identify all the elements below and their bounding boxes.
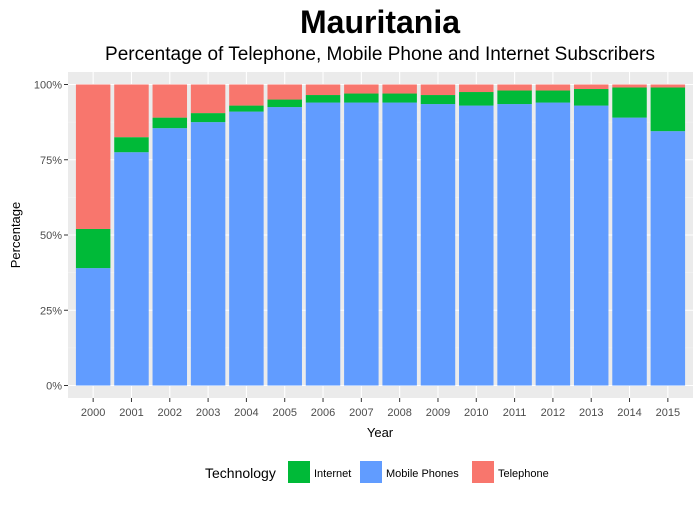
- bar-telephone-2005: [267, 84, 302, 100]
- x-tick-label: 2001: [119, 407, 143, 419]
- x-tick-label: 2004: [234, 407, 258, 419]
- bar-mobile-phones-2007: [344, 102, 379, 386]
- bar-internet-2014: [612, 87, 647, 118]
- bar-internet-2007: [344, 93, 379, 103]
- bar-telephone-2003: [190, 84, 226, 114]
- bar-internet-2013: [573, 89, 609, 106]
- bar-telephone-2008: [382, 84, 417, 94]
- bar-mobile-phones-2000: [75, 268, 111, 386]
- bar-telephone-2002: [152, 84, 188, 118]
- bar-telephone-2013: [573, 84, 609, 90]
- bar-telephone-2015: [650, 84, 686, 88]
- bar-mobile-phones-2006: [305, 102, 341, 386]
- x-tick-label: 2011: [503, 407, 527, 419]
- x-tick-label: 2008: [387, 407, 411, 419]
- bar-internet-2009: [420, 95, 456, 105]
- y-tick-label: 100%: [34, 80, 62, 92]
- bar-telephone-2004: [229, 84, 264, 106]
- bar-internet-2000: [75, 228, 111, 269]
- x-tick-label: 2012: [541, 407, 565, 419]
- bar-internet-2011: [497, 90, 532, 105]
- x-axis: 2000 2001 2002 2003 2004 2005 2006 2007 2008 2009…: [81, 398, 680, 419]
- legend-key-telephone: [472, 461, 494, 483]
- x-tick-label: 2009: [426, 407, 450, 419]
- bar-mobile-phones-2015: [650, 131, 686, 386]
- bar-mobile-phones-2013: [573, 105, 609, 386]
- x-tick-label: 2003: [196, 407, 220, 419]
- bar-internet-2012: [535, 90, 571, 103]
- bar-mobile-phones-2012: [535, 102, 571, 386]
- bar-mobile-phones-2011: [497, 104, 532, 386]
- x-tick-label: 2013: [579, 407, 603, 419]
- bar-telephone-2007: [344, 84, 379, 94]
- bar-internet-2010: [459, 92, 494, 106]
- x-tick-label: 2006: [311, 407, 335, 419]
- bars: [75, 84, 686, 386]
- y-axis-label: Percentage: [8, 202, 23, 269]
- y-tick-label: 0%: [46, 381, 62, 393]
- bar-internet-2001: [114, 137, 149, 153]
- x-tick-label: 2007: [349, 407, 373, 419]
- bar-telephone-2001: [114, 84, 149, 138]
- bar-telephone-2000: [75, 84, 111, 229]
- bar-telephone-2011: [497, 84, 532, 91]
- bar-mobile-phones-2003: [190, 122, 226, 386]
- x-tick-label: 2005: [272, 407, 296, 419]
- x-tick-label: 2014: [617, 407, 641, 419]
- bar-internet-2006: [305, 95, 341, 103]
- x-tick-label: 2002: [158, 407, 182, 419]
- x-tick-label: 2015: [656, 407, 680, 419]
- x-tick-label: 2010: [464, 407, 488, 419]
- y-tick-label: 75%: [40, 155, 62, 167]
- bar-internet-2008: [382, 93, 417, 103]
- bar-internet-2003: [190, 113, 226, 123]
- bar-mobile-phones-2004: [229, 111, 264, 386]
- x-tick-label: 2000: [81, 407, 105, 419]
- bar-telephone-2006: [305, 84, 341, 96]
- x-axis-label: Year: [367, 425, 394, 440]
- bar-mobile-phones-2014: [612, 117, 647, 386]
- chart-subtitle: Percentage of Telephone, Mobile Phone an…: [105, 44, 655, 65]
- legend-label: Mobile Phones: [386, 468, 459, 480]
- legend-key-mobile-phones: [360, 461, 382, 483]
- legend-title: Technology: [205, 465, 276, 481]
- legend: Technology Internet Mobile Phones Telephon…: [205, 461, 549, 483]
- bar-telephone-2012: [535, 84, 571, 91]
- bar-telephone-2010: [459, 84, 494, 93]
- y-axis: 0% 25% 50% 75% 100%: [34, 80, 68, 393]
- bar-internet-2004: [229, 105, 264, 112]
- legend-label: Telephone: [498, 468, 549, 480]
- chart-title: Mauritania: [300, 4, 460, 40]
- bar-mobile-phones-2002: [152, 128, 188, 386]
- bar-mobile-phones-2008: [382, 102, 417, 386]
- bar-mobile-phones-2010: [459, 105, 494, 386]
- bar-internet-2005: [267, 99, 302, 108]
- bar-telephone-2009: [420, 84, 456, 96]
- y-tick-label: 25%: [40, 305, 62, 317]
- legend-label: Internet: [314, 468, 351, 480]
- bar-internet-2002: [152, 117, 188, 129]
- bar-mobile-phones-2005: [267, 107, 302, 386]
- bar-mobile-phones-2009: [420, 104, 456, 386]
- y-tick-label: 50%: [40, 230, 62, 242]
- bar-telephone-2014: [612, 84, 647, 88]
- bar-mobile-phones-2001: [114, 152, 149, 386]
- legend-key-internet: [288, 461, 310, 483]
- bar-internet-2015: [650, 87, 686, 132]
